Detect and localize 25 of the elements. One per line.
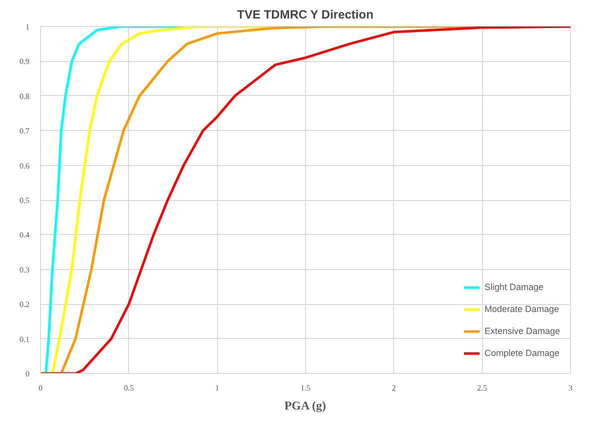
x-tick-label: 3 [568,384,572,392]
y-tick-label: 0.8 [20,92,30,101]
y-tick-label: 0.2 [20,300,30,310]
y-tick-label: 0.6 [20,161,30,170]
x-tick-label: 2.5 [477,384,488,392]
y-tick-label: 0.3 [20,265,30,274]
x-tick-label: 0 [38,384,42,392]
x-tick-label: 2 [392,384,396,392]
y-tick-label: 1 [26,22,30,32]
x-tick-label: 0.5 [124,384,134,392]
y-tick-label: 0.1 [20,334,30,344]
x-axis-title: PGA (g) [284,398,326,412]
y-tick-label: 0.4 [20,230,30,240]
chart-title: TVE TDMRC Y Direction [237,8,374,22]
legend-label: Moderate Damage [484,304,559,314]
y-tick-label: 0 [26,370,30,378]
legend-label: Extensive Damage [484,326,560,336]
line-series [40,26,570,374]
y-tick-label: 0.9 [20,57,30,66]
x-tick-label: 1.5 [300,384,310,392]
legend-label: Complete Damage [484,348,560,358]
x-tick-label: 1 [215,384,220,392]
y-tick-label: 0.5 [20,196,30,205]
y-tick-label: 0.7 [20,126,30,136]
legend-label: Slight Damage [484,282,544,292]
